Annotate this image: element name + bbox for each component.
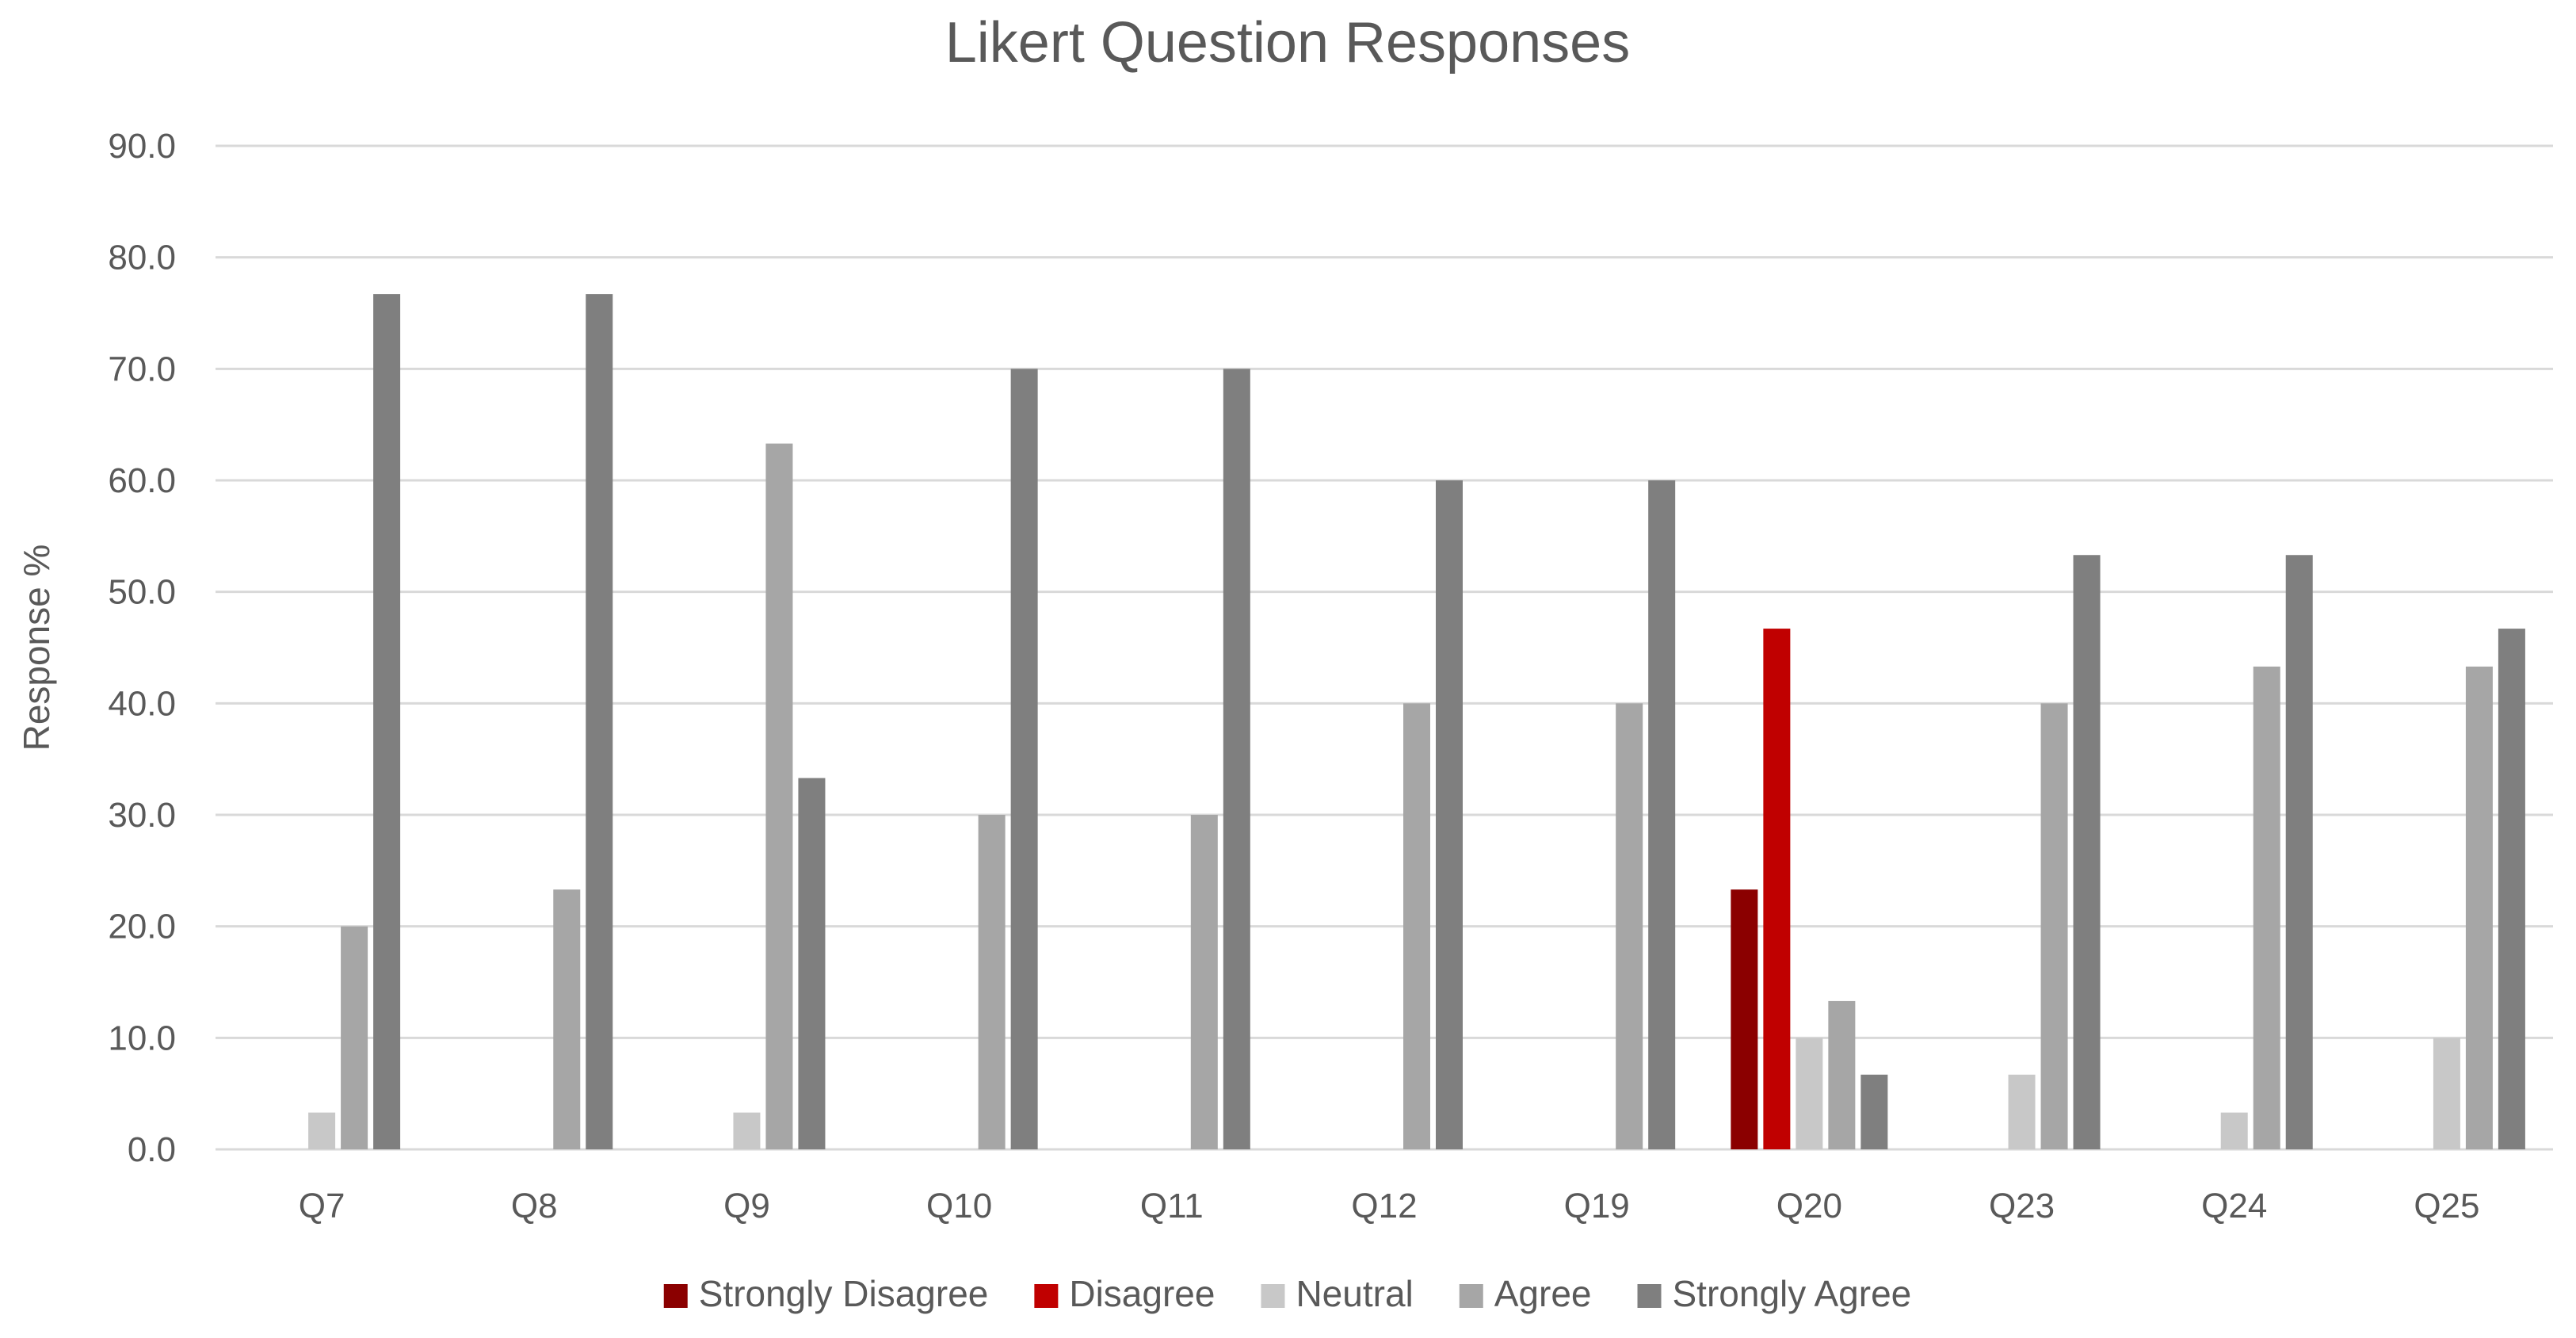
x-tick-label: Q19	[1564, 1187, 1630, 1225]
bar	[1828, 1000, 1856, 1149]
bar	[1648, 480, 1676, 1149]
legend-label: Neutral	[1296, 1273, 1413, 1314]
bar	[1860, 1074, 1888, 1149]
bar	[2040, 703, 2068, 1149]
legend-item: Neutral	[1261, 1273, 1414, 1314]
y-tick-label: 40.0	[108, 684, 176, 723]
y-tick-label: 20.0	[108, 908, 176, 946]
bar	[2285, 555, 2313, 1149]
bar	[765, 443, 793, 1149]
legend-swatch	[1459, 1284, 1483, 1308]
y-tick-label: 60.0	[108, 461, 176, 500]
legend-label: Agree	[1494, 1273, 1592, 1314]
x-tick-label: Q7	[299, 1187, 345, 1225]
legend-label: Strongly Disagree	[699, 1273, 989, 1314]
x-tick-label: Q24	[2201, 1187, 2267, 1225]
legend-item: Strongly Disagree	[663, 1273, 989, 1314]
y-tick-label: 80.0	[108, 239, 176, 277]
x-tick-label: Q12	[1351, 1187, 1417, 1225]
bars	[308, 294, 2525, 1149]
bar	[2073, 555, 2101, 1149]
chart-title: Likert Question Responses	[945, 11, 1630, 75]
bar	[733, 1112, 761, 1149]
legend: Strongly Disagree Disagree Neutral Agree Str…	[663, 1273, 1912, 1314]
x-tick-label: Q23	[1989, 1187, 2055, 1225]
x-axis-tick-labels: Q7 Q8 Q9 Q10 Q11 Q12 Q19 Q20 Q23 Q24 Q25	[299, 1187, 2480, 1225]
legend-label: Disagree	[1069, 1273, 1215, 1314]
y-tick-label: 30.0	[108, 796, 176, 835]
bar	[1436, 480, 1463, 1149]
bar	[798, 778, 826, 1149]
bar	[586, 294, 613, 1149]
bar	[341, 926, 368, 1149]
bar	[1731, 889, 1758, 1149]
y-tick-label: 90.0	[108, 127, 176, 166]
x-tick-label: Q10	[926, 1187, 992, 1225]
x-tick-label: Q8	[511, 1187, 558, 1225]
y-tick-label: 10.0	[108, 1019, 176, 1057]
bar	[1223, 369, 1250, 1149]
bar	[978, 815, 1006, 1149]
bar	[1616, 703, 1643, 1149]
x-tick-label: Q25	[2414, 1187, 2479, 1225]
bar	[2220, 1112, 2248, 1149]
bar	[1190, 815, 1218, 1149]
bar	[2253, 666, 2280, 1149]
y-axis-tick-labels: 0.0 10.0 20.0 30.0 40.0 50.0 60.0 70.0 80.0 90.0	[108, 127, 176, 1169]
legend-item: Agree	[1459, 1273, 1592, 1314]
legend-swatch	[663, 1284, 688, 1308]
bar	[2498, 629, 2525, 1149]
legend-swatch	[1637, 1284, 1662, 1308]
legend-item: Strongly Agree	[1637, 1273, 1912, 1314]
x-tick-label: Q20	[1776, 1187, 1842, 1225]
x-tick-label: Q9	[723, 1187, 770, 1225]
legend-swatch	[1034, 1284, 1059, 1308]
y-axis-title: Response %	[16, 545, 57, 751]
y-tick-label: 50.0	[108, 573, 176, 612]
legend-item: Disagree	[1034, 1273, 1215, 1314]
legend-swatch	[1261, 1284, 1285, 1308]
bar	[2465, 666, 2493, 1149]
bar	[1796, 1038, 1823, 1149]
bar	[553, 889, 581, 1149]
bar	[2008, 1074, 2036, 1149]
y-tick-label: 70.0	[108, 350, 176, 388]
bar	[2433, 1038, 2460, 1149]
legend-label: Strongly Agree	[1673, 1273, 1912, 1314]
x-tick-label: Q11	[1140, 1187, 1204, 1225]
bar	[1403, 703, 1430, 1149]
bar	[1010, 369, 1038, 1149]
bar	[373, 294, 401, 1149]
y-tick-label: 0.0	[128, 1130, 176, 1169]
bar	[308, 1112, 336, 1149]
bar	[1763, 629, 1791, 1149]
